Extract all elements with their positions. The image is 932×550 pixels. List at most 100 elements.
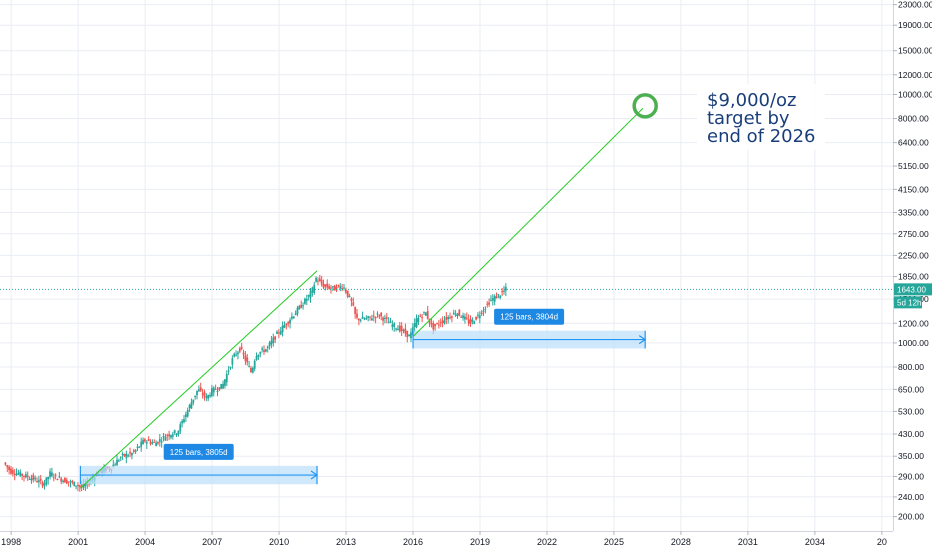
candle-179 <box>337 284 340 288</box>
candle-body-269 <box>504 287 507 291</box>
candle-259 <box>486 301 489 308</box>
candle-body-196 <box>369 316 371 318</box>
candle-106 <box>201 388 204 399</box>
candle-body-18 <box>37 480 40 483</box>
candle-84 <box>160 436 163 448</box>
target-circle[interactable] <box>632 93 658 119</box>
target-circle-ring[interactable] <box>632 93 658 119</box>
y-tick-label-16: 800.00 <box>898 362 924 372</box>
y-tick-label-14: 1200.00 <box>898 318 929 328</box>
candle-body-31 <box>62 480 64 482</box>
annotation-line-3: end of 2026 <box>707 126 816 147</box>
candle-132 <box>250 365 252 373</box>
date-range-0[interactable]: 125 bars, 3805d <box>79 443 319 485</box>
candle-body-209 <box>393 323 396 327</box>
y-tick-label-11: 2250.00 <box>898 250 929 260</box>
candle-body-224 <box>421 317 424 319</box>
target-annotation: $9,000/oz target by end of 2026 <box>697 84 825 150</box>
candle-body-109 <box>207 395 210 399</box>
candle-133 <box>251 366 254 374</box>
candle-body-95 <box>181 420 184 424</box>
y-axis[interactable]: 23000.00 19000.00 15000.00 12000.00 10000.00… <box>893 0 932 522</box>
candle-body-250 <box>469 319 472 324</box>
candle-6 <box>15 468 18 477</box>
candle-181 <box>341 283 344 292</box>
candle-201 <box>378 314 381 319</box>
candle-body-20 <box>41 482 44 487</box>
candle-192 <box>361 311 364 319</box>
candle-202 <box>380 312 383 321</box>
candle-20 <box>41 480 44 489</box>
candle-117 <box>222 380 224 390</box>
candle-body-175 <box>330 287 332 289</box>
candle-140 <box>264 348 267 353</box>
candle-131 <box>248 360 251 368</box>
candle-body-248 <box>465 317 468 319</box>
annotation-line-2: target by <box>707 108 790 129</box>
date-range-tools[interactable]: 125 bars, 3805d 125 bars, 3804d <box>79 308 647 485</box>
candle-body-169 <box>318 278 321 282</box>
trend-lines[interactable] <box>80 107 644 489</box>
trend-line-0[interactable] <box>80 270 318 489</box>
candle-body-64 <box>123 454 126 456</box>
candle-4 <box>11 467 14 477</box>
candle-body-92 <box>175 433 178 436</box>
candle-221 <box>415 314 418 329</box>
candle-body-226 <box>424 312 427 316</box>
candle-body-37 <box>73 481 76 487</box>
candle-body-260 <box>488 302 491 305</box>
y-tick-label-18: 530.00 <box>898 406 924 416</box>
candle-body-233 <box>437 324 440 326</box>
candle-body-29 <box>58 476 61 478</box>
candle-227 <box>426 306 429 320</box>
candle-110 <box>209 392 211 398</box>
candle-body-12 <box>26 475 29 478</box>
candle-body-223 <box>419 315 422 317</box>
candle-94 <box>179 421 182 434</box>
candle-body-243 <box>456 313 459 316</box>
candle-body-113 <box>214 389 217 391</box>
candle-266 <box>499 295 502 300</box>
candle-158 <box>298 304 301 310</box>
candle-body-222 <box>417 317 420 323</box>
candle-68 <box>131 452 133 460</box>
candle-body-149 <box>281 325 284 333</box>
candle-body-72 <box>138 446 141 448</box>
candle-body-22 <box>45 477 48 485</box>
candle-178 <box>335 284 338 293</box>
candle-body-229 <box>430 323 433 325</box>
candle-21 <box>43 479 46 490</box>
candle-body-186 <box>350 298 353 301</box>
candle-191 <box>359 318 362 323</box>
candle-body-225 <box>423 311 425 313</box>
candle-body-121 <box>229 367 232 369</box>
candle-body-76 <box>145 441 148 444</box>
candle-body-17 <box>36 481 38 483</box>
candle-254 <box>477 312 479 319</box>
x-tick-label-4: 2010 <box>269 537 289 547</box>
candle-216 <box>406 330 409 343</box>
candle-body-85 <box>162 436 165 438</box>
candle-body-205 <box>385 317 388 319</box>
candle-body-34 <box>67 481 70 483</box>
x-axis[interactable]: 1998 2001 2004 2007 2010 2013 2016 2019 2022 2025… <box>1 531 887 547</box>
date-range-1[interactable]: 125 bars, 3804d <box>412 308 647 349</box>
candle-172 <box>324 284 327 291</box>
candle-body-132 <box>250 367 252 373</box>
candle-241 <box>452 309 455 315</box>
trend-line-1[interactable] <box>412 107 644 337</box>
candle-body-199 <box>374 316 377 319</box>
candle-180 <box>339 283 342 292</box>
candle-211 <box>397 325 399 331</box>
candle-body-70 <box>134 449 137 452</box>
candle-27 <box>54 473 57 480</box>
candle-40 <box>78 484 81 492</box>
candle-61 <box>117 458 120 463</box>
candle-body-213 <box>400 326 403 332</box>
candle-167 <box>315 276 317 283</box>
candle-102 <box>194 395 197 400</box>
candle-209 <box>393 322 396 332</box>
candle-body-103 <box>196 390 198 396</box>
y-tick-label-5: 8000.00 <box>898 114 929 124</box>
